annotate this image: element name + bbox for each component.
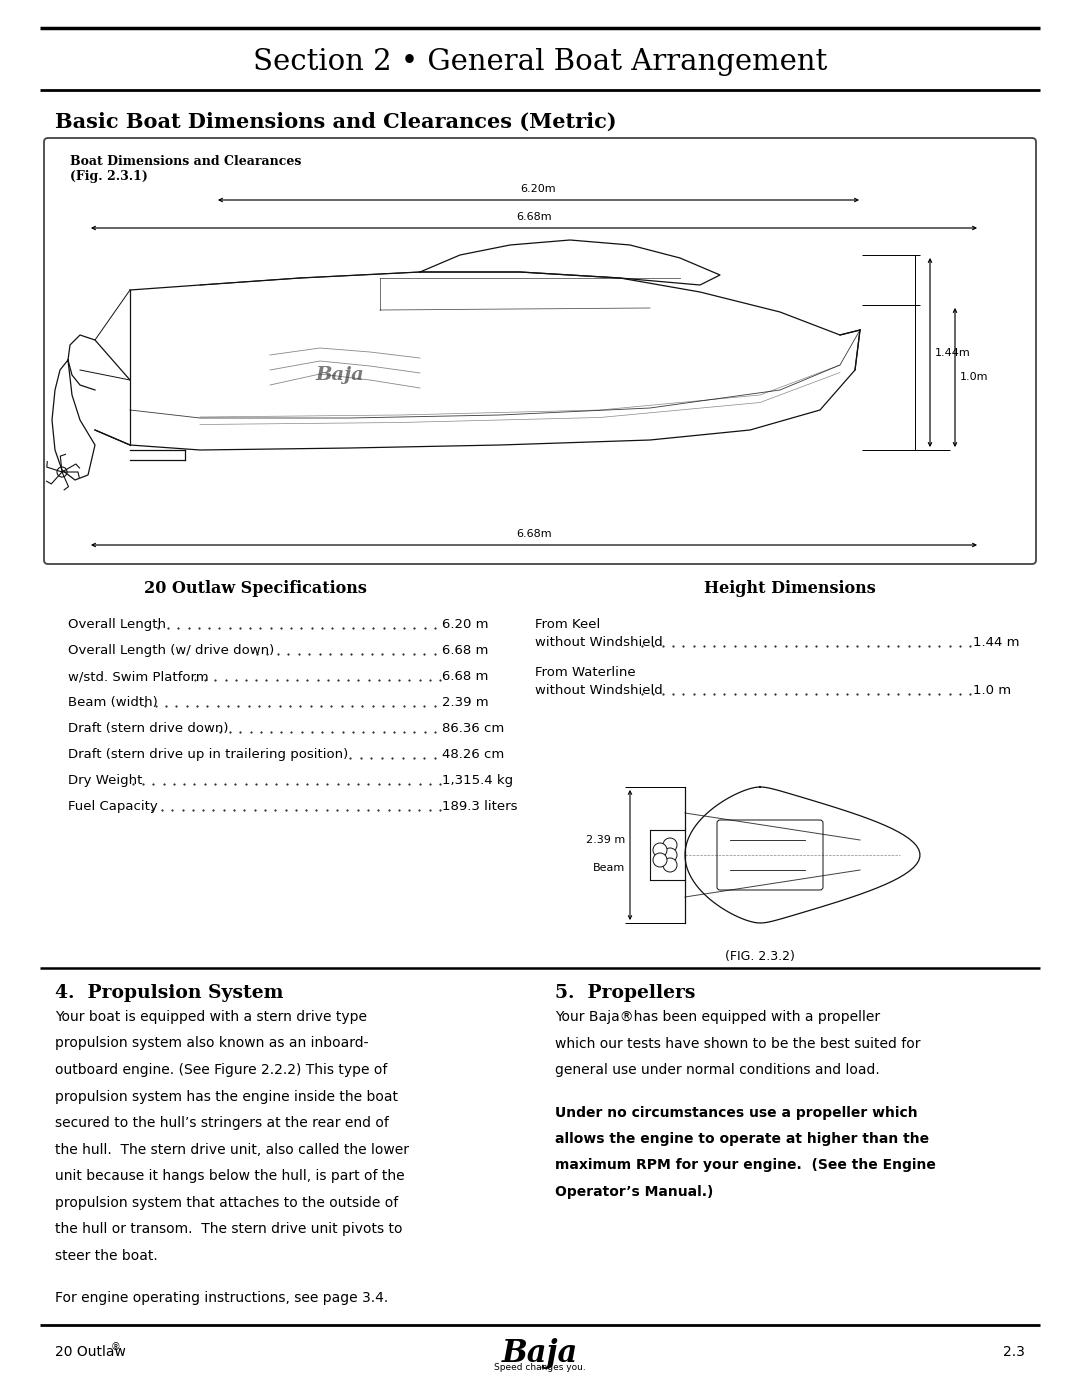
Text: Operator’s Manual.): Operator’s Manual.) <box>555 1185 714 1199</box>
Text: Speed changes you.: Speed changes you. <box>495 1363 585 1372</box>
Text: 1,315.4 kg: 1,315.4 kg <box>442 774 513 787</box>
Text: Beam (width): Beam (width) <box>68 696 158 710</box>
Text: 1.44 m: 1.44 m <box>973 636 1020 650</box>
Circle shape <box>653 854 667 868</box>
Text: secured to the hull’s stringers at the rear end of: secured to the hull’s stringers at the r… <box>55 1116 389 1130</box>
Text: 2.39 m: 2.39 m <box>585 835 625 845</box>
FancyBboxPatch shape <box>717 820 823 890</box>
Text: Baja: Baja <box>502 1338 578 1369</box>
Text: allows the engine to operate at higher than the: allows the engine to operate at higher t… <box>555 1132 929 1146</box>
Text: Boat Dimensions and Clearances: Boat Dimensions and Clearances <box>70 155 301 168</box>
Text: the hull.  The stern drive unit, also called the lower: the hull. The stern drive unit, also cal… <box>55 1143 409 1157</box>
Text: Overall Length (w/ drive down): Overall Length (w/ drive down) <box>68 644 274 657</box>
Text: Draft (stern drive up in trailering position): Draft (stern drive up in trailering posi… <box>68 747 348 761</box>
Text: (Fig. 2.3.1): (Fig. 2.3.1) <box>70 170 148 183</box>
Text: From Waterline: From Waterline <box>535 666 636 679</box>
Text: 6.20m: 6.20m <box>521 184 556 194</box>
Text: 5.  Propellers: 5. Propellers <box>555 983 696 1002</box>
Text: 1.0 m: 1.0 m <box>973 685 1011 697</box>
Text: Your Baja®has been equipped with a propeller: Your Baja®has been equipped with a prope… <box>555 1010 880 1024</box>
Text: Beam: Beam <box>593 863 625 873</box>
Text: 6.68 m: 6.68 m <box>442 644 488 657</box>
Text: general use under normal conditions and load.: general use under normal conditions and … <box>555 1063 880 1077</box>
Text: the hull or transom.  The stern drive unit pivots to: the hull or transom. The stern drive uni… <box>55 1222 403 1236</box>
Text: 189.3 liters: 189.3 liters <box>442 800 517 813</box>
FancyBboxPatch shape <box>44 138 1036 564</box>
Text: outboard engine. (See Figure 2.2.2) This type of: outboard engine. (See Figure 2.2.2) This… <box>55 1063 388 1077</box>
Circle shape <box>663 848 677 862</box>
Text: Section 2 • General Boat Arrangement: Section 2 • General Boat Arrangement <box>253 47 827 75</box>
Text: Draft (stern drive down): Draft (stern drive down) <box>68 722 229 735</box>
Text: 4.  Propulsion System: 4. Propulsion System <box>55 983 283 1002</box>
Text: steer the boat.: steer the boat. <box>55 1249 158 1263</box>
Text: without Windshield: without Windshield <box>535 685 663 697</box>
Text: Your boat is equipped with a stern drive type: Your boat is equipped with a stern drive… <box>55 1010 367 1024</box>
Text: unit because it hangs below the hull, is part of the: unit because it hangs below the hull, is… <box>55 1169 405 1183</box>
Text: 2.3: 2.3 <box>1003 1345 1025 1359</box>
Text: Baja: Baja <box>315 366 364 384</box>
Text: 48.26 cm: 48.26 cm <box>442 747 504 761</box>
Text: Fuel Capacity: Fuel Capacity <box>68 800 158 813</box>
Text: Under no circumstances use a propeller which: Under no circumstances use a propeller w… <box>555 1105 918 1119</box>
Text: 6.68m: 6.68m <box>516 529 552 539</box>
Text: 6.68m: 6.68m <box>516 212 552 222</box>
Text: (FIG. 2.3.2): (FIG. 2.3.2) <box>725 950 795 963</box>
Text: 20 Outlaw: 20 Outlaw <box>55 1345 126 1359</box>
Text: maximum RPM for your engine.  (See the Engine: maximum RPM for your engine. (See the En… <box>555 1158 936 1172</box>
Text: without Windshield: without Windshield <box>535 636 663 650</box>
Text: Basic Boat Dimensions and Clearances (Metric): Basic Boat Dimensions and Clearances (Me… <box>55 112 617 131</box>
Circle shape <box>663 838 677 852</box>
Text: From Keel: From Keel <box>535 617 600 631</box>
Text: 86.36 cm: 86.36 cm <box>442 722 504 735</box>
Text: w/std. Swim Platform: w/std. Swim Platform <box>68 671 208 683</box>
Text: 6.20 m: 6.20 m <box>442 617 488 631</box>
Text: 20 Outlaw Specifications: 20 Outlaw Specifications <box>144 580 366 597</box>
Text: 1.0m: 1.0m <box>960 373 988 383</box>
Text: propulsion system also known as an inboard-: propulsion system also known as an inboa… <box>55 1037 368 1051</box>
Text: 6.68 m: 6.68 m <box>442 671 488 683</box>
Text: Height Dimensions: Height Dimensions <box>704 580 876 597</box>
Circle shape <box>653 842 667 856</box>
Text: Overall Length: Overall Length <box>68 617 166 631</box>
Circle shape <box>663 858 677 872</box>
Text: Dry Weight: Dry Weight <box>68 774 143 787</box>
Text: propulsion system that attaches to the outside of: propulsion system that attaches to the o… <box>55 1196 399 1210</box>
Text: 1.44m: 1.44m <box>935 348 971 358</box>
Text: For engine operating instructions, see page 3.4.: For engine operating instructions, see p… <box>55 1291 388 1305</box>
Text: 2.39 m: 2.39 m <box>442 696 488 710</box>
Circle shape <box>57 467 67 476</box>
Text: propulsion system has the engine inside the boat: propulsion system has the engine inside … <box>55 1090 399 1104</box>
Text: which our tests have shown to be the best suited for: which our tests have shown to be the bes… <box>555 1037 920 1051</box>
Text: ®: ® <box>111 1343 121 1352</box>
